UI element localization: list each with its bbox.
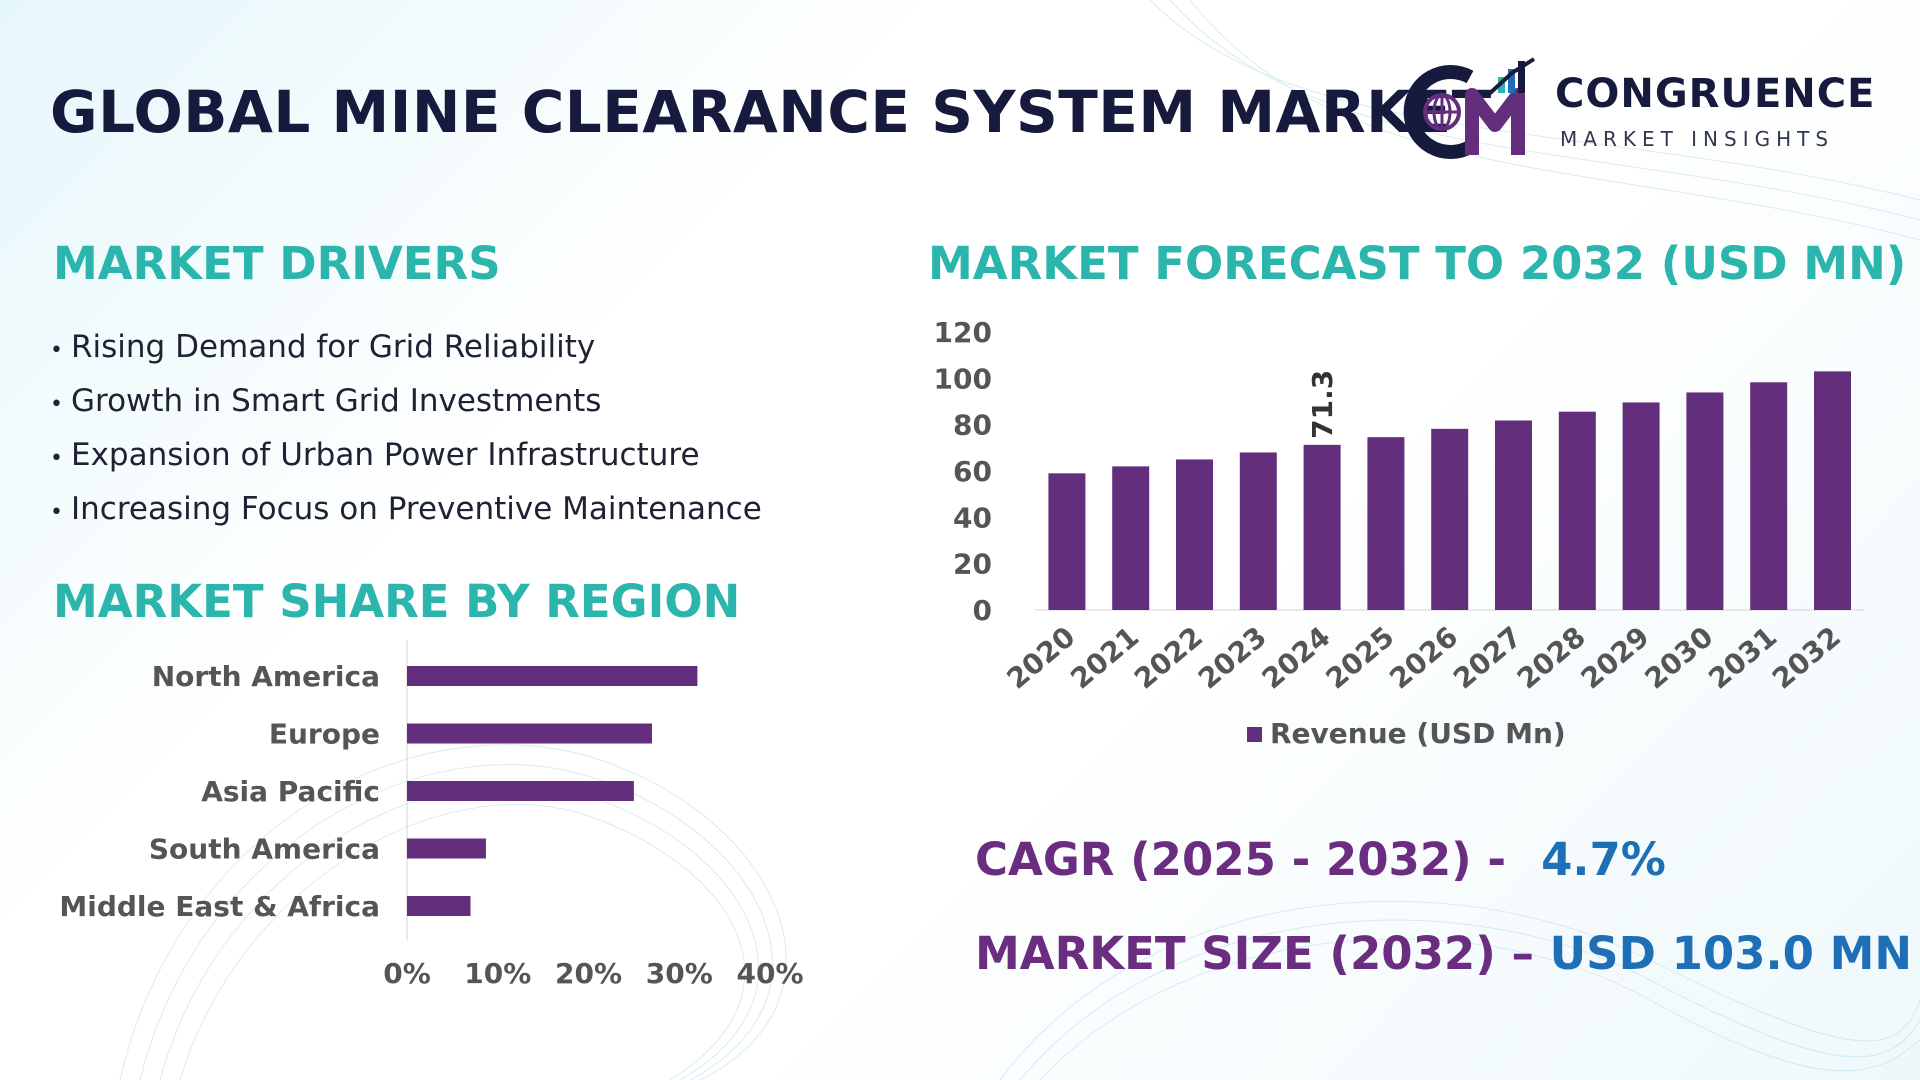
region-category-label: Middle East & Africa bbox=[59, 890, 380, 923]
forecast-bar bbox=[1750, 382, 1788, 610]
logo-tagline: MARKET INSIGHTS bbox=[1560, 127, 1835, 151]
region-tick-label: 0% bbox=[383, 957, 431, 990]
forecast-bar bbox=[1622, 402, 1660, 610]
region-bar bbox=[407, 838, 486, 859]
forecast-bar bbox=[1558, 411, 1596, 610]
forecast-y-tick-label: 120 bbox=[934, 316, 992, 349]
forecast-x-tick-label: 2032 bbox=[1766, 620, 1847, 695]
driver-item: • Rising Demand for Grid Reliability bbox=[50, 320, 762, 374]
legend-label: Revenue (USD Mn) bbox=[1270, 717, 1566, 750]
cagr-label: CAGR (2025 - 2032) - bbox=[975, 833, 1507, 886]
region-category-label: Asia Pacific bbox=[201, 775, 380, 808]
region-share-chart: North America Europe Asia Pacific South Ame… bbox=[59, 640, 804, 990]
page-title: GLOBAL MINE CLEARANCE SYSTEM MARKET bbox=[50, 78, 1492, 146]
forecast-x-tick-label: 2029 bbox=[1575, 620, 1656, 695]
forecast-bar bbox=[1239, 452, 1277, 610]
logo-name: CONGRUENCE bbox=[1555, 71, 1876, 117]
drivers-list: • Rising Demand for Grid Reliability • Gro… bbox=[50, 320, 762, 536]
legend-swatch bbox=[1247, 727, 1262, 742]
market-size-stat: MARKET SIZE (2032) – USD 103.0 MN bbox=[975, 927, 1912, 980]
driver-item: • Increasing Focus on Preventive Maintena… bbox=[50, 482, 762, 536]
driver-text: Growth in Smart Grid Investments bbox=[70, 383, 602, 419]
forecast-x-tick-label: 2020 bbox=[1000, 620, 1081, 695]
forecast-y-tick-label: 80 bbox=[953, 409, 992, 442]
forecast-bar bbox=[1048, 473, 1086, 610]
forecast-y-tick-label: 20 bbox=[953, 548, 992, 581]
region-category-label: South America bbox=[149, 833, 380, 866]
region-tick-label: 40% bbox=[736, 957, 803, 990]
forecast-x-tick-label: 2031 bbox=[1702, 620, 1783, 695]
forecast-bar bbox=[1431, 428, 1469, 610]
forecast-y-tick-label: 40 bbox=[953, 501, 992, 534]
forecast-x-tick-label: 2022 bbox=[1128, 620, 1209, 695]
logo: CONGRUENCE MARKET INSIGHTS bbox=[1400, 55, 1880, 165]
bullet-icon: • bbox=[50, 338, 63, 363]
forecast-x-tick-label: 2023 bbox=[1192, 620, 1273, 695]
region-bar bbox=[407, 723, 653, 744]
forecast-x-tick-label: 2024 bbox=[1256, 620, 1337, 695]
forecast-bar bbox=[1814, 371, 1851, 610]
driver-text: Rising Demand for Grid Reliability bbox=[70, 329, 596, 365]
region-bar bbox=[407, 666, 698, 686]
driver-text: Increasing Focus on Preventive Maintenan… bbox=[70, 491, 762, 527]
region-category-label: Europe bbox=[269, 718, 380, 751]
forecast-bar bbox=[1367, 437, 1405, 610]
cagr-value: 4.7% bbox=[1541, 833, 1666, 886]
forecast-bar bbox=[1303, 444, 1341, 610]
region-bar bbox=[407, 781, 634, 801]
market-size-label: MARKET SIZE (2032) – bbox=[975, 927, 1534, 980]
driver-item: • Growth in Smart Grid Investments bbox=[50, 374, 762, 428]
region-title: MARKET SHARE BY REGION bbox=[53, 575, 741, 628]
bullet-icon: • bbox=[50, 500, 63, 525]
forecast-bar bbox=[1112, 466, 1150, 610]
bullet-icon: • bbox=[50, 446, 63, 471]
drivers-title: MARKET DRIVERS bbox=[53, 237, 501, 290]
forecast-y-tick-label: 0 bbox=[973, 594, 992, 627]
forecast-y-tick-label: 60 bbox=[953, 455, 992, 488]
driver-text: Expansion of Urban Power Infrastructure bbox=[70, 437, 700, 473]
market-size-value: USD 103.0 MN bbox=[1549, 927, 1913, 980]
forecast-bar bbox=[1495, 420, 1532, 610]
forecast-data-label: 71.3 bbox=[1306, 370, 1339, 439]
forecast-title: MARKET FORECAST TO 2032 (USD MN) bbox=[928, 237, 1907, 290]
region-tick-label: 20% bbox=[555, 957, 622, 990]
forecast-x-tick-label: 2027 bbox=[1447, 620, 1528, 695]
cagr-stat: CAGR (2025 - 2032) - 4.7% bbox=[975, 833, 1666, 886]
forecast-y-tick-label: 100 bbox=[934, 362, 992, 395]
logo-mark-icon bbox=[1403, 57, 1536, 159]
forecast-x-tick-label: 2025 bbox=[1319, 620, 1400, 695]
bullet-icon: • bbox=[50, 392, 63, 417]
region-bar bbox=[407, 896, 471, 916]
forecast-bar bbox=[1176, 459, 1213, 610]
forecast-x-tick-label: 2021 bbox=[1064, 620, 1145, 695]
forecast-x-tick-label: 2028 bbox=[1511, 620, 1592, 695]
driver-item: • Expansion of Urban Power Infrastructure bbox=[50, 428, 762, 482]
region-tick-label: 10% bbox=[464, 957, 531, 990]
forecast-x-tick-label: 2026 bbox=[1383, 620, 1464, 695]
forecast-bar bbox=[1686, 392, 1724, 610]
forecast-x-tick-label: 2030 bbox=[1638, 620, 1719, 695]
region-category-label: North America bbox=[152, 660, 380, 693]
region-tick-label: 30% bbox=[646, 957, 713, 990]
